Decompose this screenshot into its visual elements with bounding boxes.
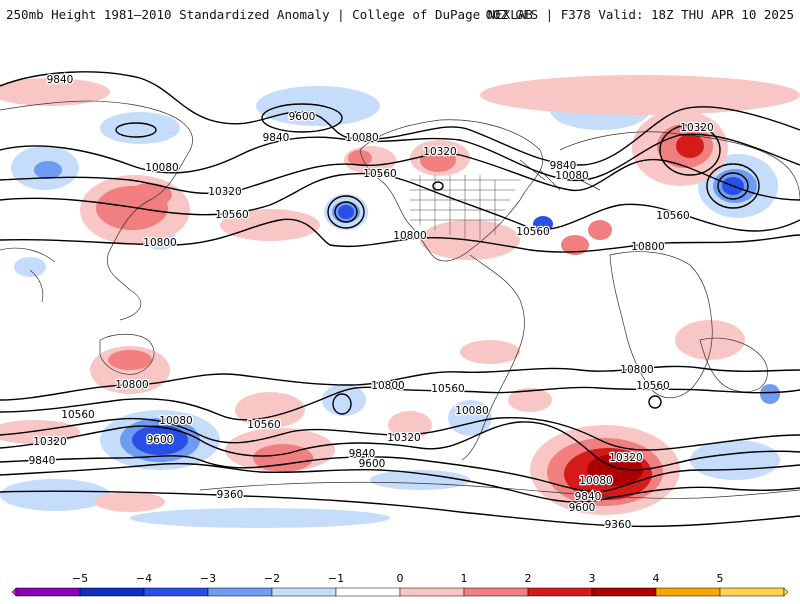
colorbar-swatch <box>79 587 145 597</box>
contour-10800-north <box>0 218 800 253</box>
contour-label: 10080 <box>159 415 192 427</box>
colorbar-tick-label: 1 <box>461 572 468 585</box>
contour-label: 9840 <box>349 448 376 460</box>
contour-label: 10320 <box>680 122 713 134</box>
contour-label: 10800 <box>393 230 426 242</box>
contour-label: 10560 <box>656 210 689 222</box>
contour-label: 10560 <box>636 380 669 392</box>
contour-label: 9600 <box>569 502 596 514</box>
colorbar-swatch <box>335 587 401 597</box>
contour-label: 10800 <box>143 237 176 249</box>
colorbar-swatch <box>399 587 465 597</box>
contour-label: 10800 <box>631 241 664 253</box>
height-contours <box>0 71 800 528</box>
contour-10320-north <box>0 152 800 201</box>
colorbar-tick-label: −3 <box>200 572 216 585</box>
colorbar-tick-label: −5 <box>72 572 88 585</box>
map-title: 250mb Height 1981–2010 Standardized Anom… <box>6 7 533 22</box>
colorbar-high-extend <box>783 587 789 597</box>
contour-10320-south <box>0 417 800 451</box>
contour-label: 9600 <box>289 111 316 123</box>
header: 250mb Height 1981–2010 Standardized Anom… <box>0 0 800 40</box>
positive-anomaly-shading <box>0 75 800 515</box>
contour-10080-north <box>0 133 800 182</box>
colorbar-tick-label: −4 <box>136 572 152 585</box>
contour-label: 10320 <box>423 146 456 158</box>
contour-closed-low-europe <box>706 163 760 209</box>
contour-label: 9840 <box>575 491 602 503</box>
contour-closed-low-kamchatka <box>327 195 365 229</box>
contour-closed-high-scandinavia <box>659 124 721 176</box>
contour-label: 9840 <box>263 132 290 144</box>
contour-label: 9600 <box>147 434 174 446</box>
contour-label: 9840 <box>47 74 74 86</box>
coastlines <box>0 100 800 499</box>
contour-label: 10800 <box>620 364 653 376</box>
colorbar-swatch <box>463 587 529 597</box>
contour-label: 10320 <box>387 432 420 444</box>
contour-label: 10080 <box>579 475 612 487</box>
contour-label: 9600 <box>359 458 386 470</box>
map-panel: 9840 9600 9840 10080 10320 10080 10320 10560 984… <box>0 40 800 560</box>
contour-label: 9840 <box>29 455 56 467</box>
colorbar-svg: −5 −4 −3 −2 −1 0 1 2 3 4 5 <box>11 572 789 597</box>
contour-label: 10560 <box>516 226 549 238</box>
contour-label: 10560 <box>431 383 464 395</box>
contour-label: 9360 <box>605 519 632 531</box>
contour-10560-north <box>0 172 800 232</box>
contour-label: 10320 <box>609 452 642 464</box>
colorbar: −5 −4 −3 −2 −1 0 1 2 3 4 5 <box>0 570 800 600</box>
colorbar-swatch <box>719 587 785 597</box>
contour-10800-south <box>0 365 800 401</box>
contour-label: 9360 <box>217 489 244 501</box>
colorbar-low-extend <box>11 587 17 597</box>
contour-9840-north <box>0 71 800 166</box>
state-borders <box>410 175 520 240</box>
contour-closed-low-pacific <box>261 103 343 133</box>
colorbar-swatch <box>591 587 657 597</box>
colorbar-swatches <box>11 587 789 597</box>
contour-closed-low-aleutian <box>115 122 157 138</box>
colorbar-tick-label: −2 <box>264 572 280 585</box>
contour-label: 10080 <box>345 132 378 144</box>
colorbar-swatch <box>527 587 593 597</box>
contour-label: 10080 <box>145 162 178 174</box>
colorbar-tick-label: 2 <box>525 572 532 585</box>
negative-anomaly-shading <box>0 86 780 528</box>
contour-label: 10800 <box>115 379 148 391</box>
colorbar-tick-label: 4 <box>653 572 660 585</box>
colorbar-tick-label: 5 <box>717 572 724 585</box>
colorbar-tick-label: 0 <box>397 572 404 585</box>
contour-label: 10560 <box>215 209 248 221</box>
contour-10560-south <box>0 386 800 421</box>
contour-label: 10320 <box>208 186 241 198</box>
contour-label: 10320 <box>33 436 66 448</box>
colorbar-tick-label: −1 <box>328 572 344 585</box>
colorbar-swatch <box>15 587 81 597</box>
colorbar-swatch <box>655 587 721 597</box>
colorbar-swatch <box>271 587 337 597</box>
contour-label: 10080 <box>455 405 488 417</box>
contour-9360-south <box>0 490 800 528</box>
contour-label: 10560 <box>247 419 280 431</box>
contour-9840-south <box>0 455 800 493</box>
contour-label: 10080 <box>555 170 588 182</box>
colorbar-tick-label: 3 <box>589 572 596 585</box>
colorbar-ticks: −5 −4 −3 −2 −1 0 1 2 3 4 5 <box>72 572 724 585</box>
colorbar-swatch <box>207 587 273 597</box>
contour-label: 10560 <box>61 409 94 421</box>
contour-10080-south <box>0 421 800 471</box>
contour-9600-south <box>0 462 800 503</box>
contour-label: 9840 <box>550 160 577 172</box>
contour-label: 10800 <box>371 380 404 392</box>
contour-label: 10560 <box>363 168 396 180</box>
run-info: 00Z GFS | F378 Valid: 18Z THU APR 10 202… <box>485 7 794 22</box>
colorbar-swatch <box>143 587 209 597</box>
